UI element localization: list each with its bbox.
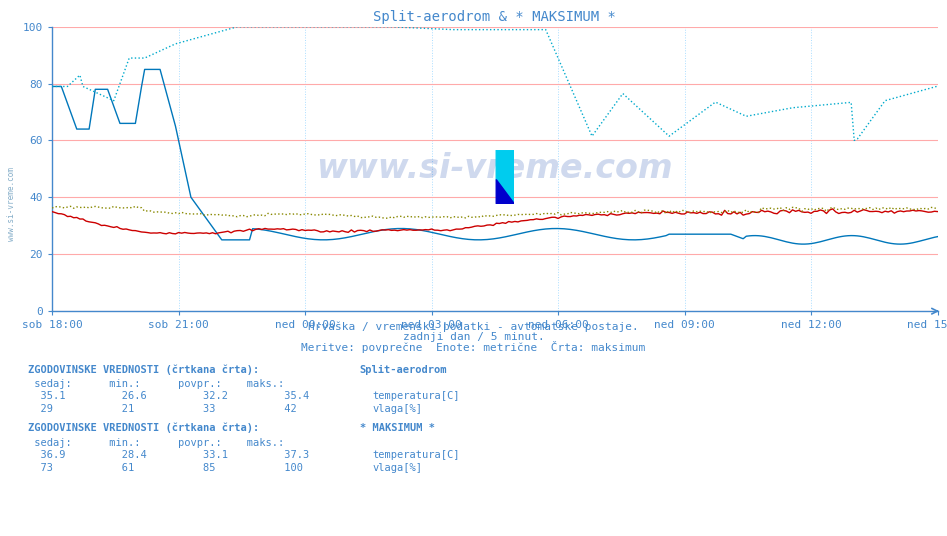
Text: sedaj:      min.:      povpr.:    maks.:: sedaj: min.: povpr.: maks.:	[28, 438, 285, 448]
Text: temperatura[C]: temperatura[C]	[372, 450, 459, 460]
Text: * MAKSIMUM *: * MAKSIMUM *	[360, 423, 435, 434]
Text: temperatura[C]: temperatura[C]	[372, 391, 459, 401]
Text: vlaga[%]: vlaga[%]	[372, 463, 422, 473]
Text: ZGODOVINSKE VREDNOSTI (črtkana črta):: ZGODOVINSKE VREDNOSTI (črtkana črta):	[28, 423, 259, 434]
Text: Split-aerodrom: Split-aerodrom	[360, 364, 447, 375]
Text: 73           61           85           100: 73 61 85 100	[28, 463, 303, 473]
Polygon shape	[496, 150, 514, 204]
Text: zadnji dan / 5 minut.: zadnji dan / 5 minut.	[402, 332, 545, 343]
Text: www.si-vreme.com: www.si-vreme.com	[7, 167, 16, 241]
Text: sedaj:      min.:      povpr.:    maks.:: sedaj: min.: povpr.: maks.:	[28, 379, 285, 389]
Title: Split-aerodrom & * MAKSIMUM *: Split-aerodrom & * MAKSIMUM *	[373, 10, 616, 24]
Text: www.si-vreme.com: www.si-vreme.com	[316, 152, 673, 185]
Text: 35.1         26.6         32.2         35.4: 35.1 26.6 32.2 35.4	[28, 391, 310, 401]
Polygon shape	[496, 180, 514, 204]
Text: Meritve: povprečne  Enote: metrične  Črta: maksimum: Meritve: povprečne Enote: metrične Črta:…	[301, 341, 646, 353]
Text: 29           21           33           42: 29 21 33 42	[28, 404, 297, 414]
Text: vlaga[%]: vlaga[%]	[372, 404, 422, 414]
Text: Hrvaška / vremenski podatki - avtomatske postaje.: Hrvaška / vremenski podatki - avtomatske…	[308, 321, 639, 332]
Text: ZGODOVINSKE VREDNOSTI (črtkana črta):: ZGODOVINSKE VREDNOSTI (črtkana črta):	[28, 364, 259, 375]
Text: 36.9         28.4         33.1         37.3: 36.9 28.4 33.1 37.3	[28, 450, 310, 460]
